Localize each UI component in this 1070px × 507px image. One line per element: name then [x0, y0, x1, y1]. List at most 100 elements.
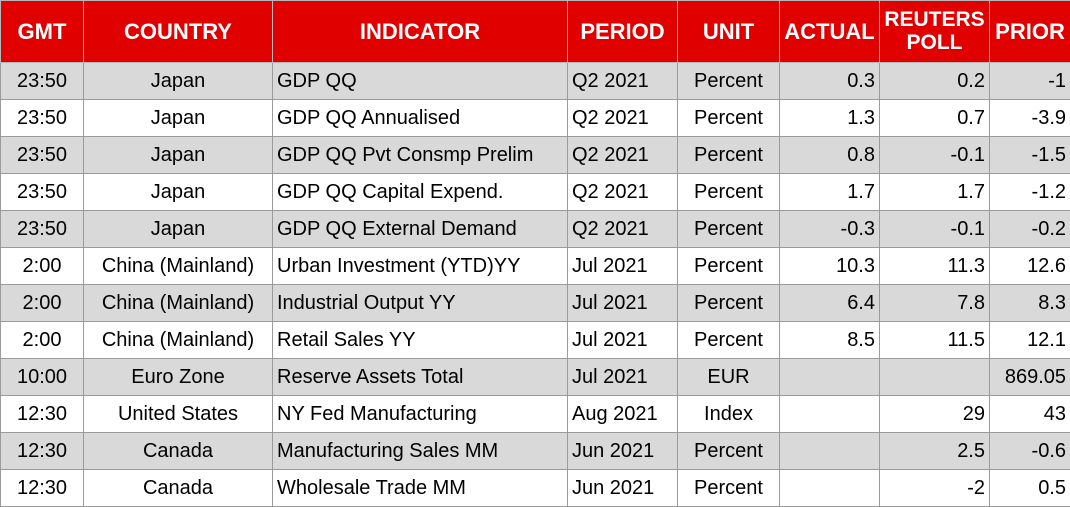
cell-indicator: GDP QQ External Demand [273, 211, 568, 248]
cell-actual: 8.5 [780, 322, 880, 359]
cell-prior: 8.3 [990, 285, 1070, 322]
cell-poll: -0.1 [880, 137, 990, 174]
cell-indicator: Retail Sales YY [273, 322, 568, 359]
cell-unit: Percent [678, 470, 780, 507]
cell-prior: -1.5 [990, 137, 1070, 174]
cell-period: Q2 2021 [568, 100, 678, 137]
cell-prior: 43 [990, 396, 1070, 433]
cell-unit: Percent [678, 211, 780, 248]
cell-indicator: Manufacturing Sales MM [273, 433, 568, 470]
cell-poll: 0.7 [880, 100, 990, 137]
cell-actual [780, 396, 880, 433]
cell-unit: Percent [678, 433, 780, 470]
cell-actual: 6.4 [780, 285, 880, 322]
cell-country: China (Mainland) [84, 285, 273, 322]
cell-country: Euro Zone [84, 359, 273, 396]
cell-gmt: 23:50 [1, 63, 84, 100]
cell-prior: 12.6 [990, 248, 1070, 285]
header-actual: ACTUAL [780, 1, 880, 63]
cell-period: Jun 2021 [568, 433, 678, 470]
cell-actual: 10.3 [780, 248, 880, 285]
cell-poll: 0.2 [880, 63, 990, 100]
cell-period: Q2 2021 [568, 211, 678, 248]
cell-actual [780, 470, 880, 507]
cell-indicator: GDP QQ Capital Expend. [273, 174, 568, 211]
cell-poll: 11.3 [880, 248, 990, 285]
cell-period: Aug 2021 [568, 396, 678, 433]
cell-poll: 1.7 [880, 174, 990, 211]
cell-country: United States [84, 396, 273, 433]
cell-prior: -0.6 [990, 433, 1070, 470]
cell-indicator: Reserve Assets Total [273, 359, 568, 396]
cell-gmt: 23:50 [1, 137, 84, 174]
cell-actual: 1.3 [780, 100, 880, 137]
cell-gmt: 2:00 [1, 322, 84, 359]
cell-period: Jul 2021 [568, 285, 678, 322]
cell-country: Japan [84, 137, 273, 174]
cell-unit: Percent [678, 100, 780, 137]
header-row: GMT COUNTRY INDICATOR PERIOD UNIT ACTUAL… [1, 1, 1070, 63]
cell-gmt: 23:50 [1, 100, 84, 137]
cell-indicator: GDP QQ [273, 63, 568, 100]
cell-country: China (Mainland) [84, 248, 273, 285]
cell-poll: 2.5 [880, 433, 990, 470]
cell-country: Japan [84, 174, 273, 211]
cell-indicator: NY Fed Manufacturing [273, 396, 568, 433]
cell-unit: Percent [678, 63, 780, 100]
cell-prior: -1.2 [990, 174, 1070, 211]
cell-gmt: 12:30 [1, 470, 84, 507]
header-unit: UNIT [678, 1, 780, 63]
cell-poll: 11.5 [880, 322, 990, 359]
cell-actual: 0.3 [780, 63, 880, 100]
cell-actual [780, 433, 880, 470]
cell-period: Jul 2021 [568, 248, 678, 285]
header-reuters-poll-line1: REUTERS [884, 8, 984, 31]
cell-gmt: 2:00 [1, 285, 84, 322]
cell-period: Jul 2021 [568, 359, 678, 396]
cell-country: Canada [84, 470, 273, 507]
header-reuters-poll-line2: POLL [907, 31, 963, 54]
cell-indicator: GDP QQ Pvt Consmp Prelim [273, 137, 568, 174]
cell-period: Q2 2021 [568, 174, 678, 211]
cell-unit: Percent [678, 248, 780, 285]
cell-indicator: Industrial Output YY [273, 285, 568, 322]
cell-poll: 29 [880, 396, 990, 433]
cell-actual: -0.3 [780, 211, 880, 248]
cell-prior: -0.2 [990, 211, 1070, 248]
cell-unit: Percent [678, 285, 780, 322]
cell-period: Q2 2021 [568, 63, 678, 100]
cell-unit: EUR [678, 359, 780, 396]
cell-poll [880, 359, 990, 396]
cell-gmt: 12:30 [1, 396, 84, 433]
header-gmt: GMT [1, 1, 84, 63]
cell-period: Jun 2021 [568, 470, 678, 507]
cell-poll: 7.8 [880, 285, 990, 322]
cell-period: Q2 2021 [568, 137, 678, 174]
cell-prior: 869.05 [990, 359, 1070, 396]
cell-period: Jul 2021 [568, 322, 678, 359]
cell-actual: 0.8 [780, 137, 880, 174]
cell-country: Japan [84, 211, 273, 248]
cell-prior: -3.9 [990, 100, 1070, 137]
cell-gmt: 2:00 [1, 248, 84, 285]
header-country: COUNTRY [84, 1, 273, 63]
cell-gmt: 23:50 [1, 211, 84, 248]
table-header: GMT COUNTRY INDICATOR PERIOD UNIT ACTUAL… [1, 1, 1070, 63]
cell-prior: 0.5 [990, 470, 1070, 507]
cell-country: Japan [84, 63, 273, 100]
cell-unit: Percent [678, 174, 780, 211]
